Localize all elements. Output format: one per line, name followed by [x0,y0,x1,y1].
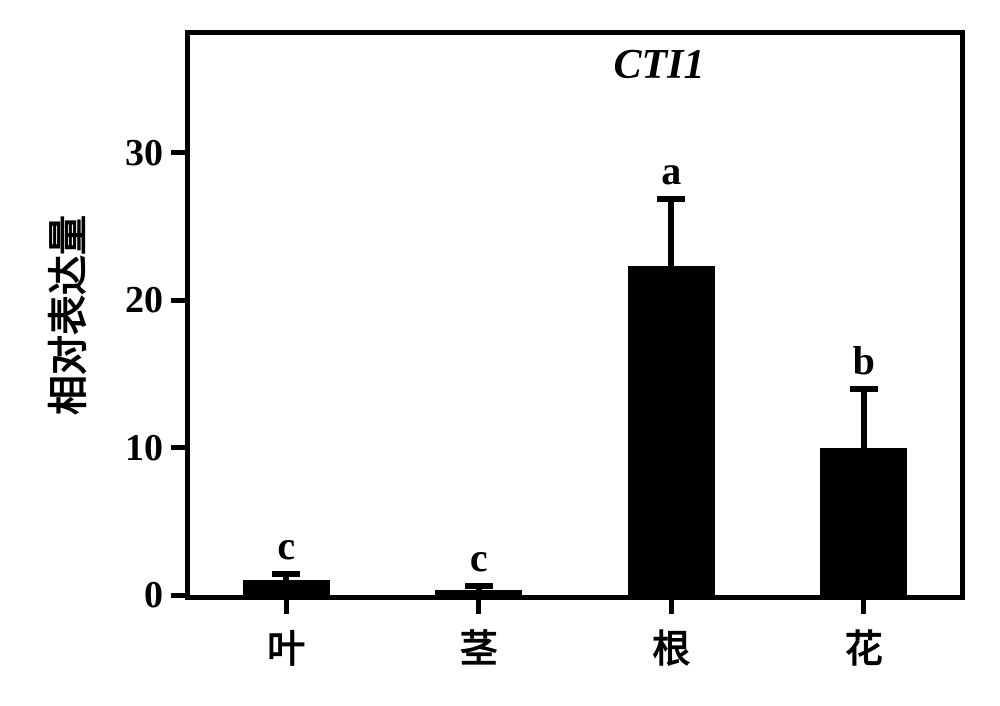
error-bar [668,199,674,267]
y-tick-label: 0 [144,573,163,617]
chart-title: CTI1 [614,41,705,89]
significance-label: c [277,522,295,569]
bar [628,266,715,595]
y-tick-mark [171,298,185,303]
bar-chart: 相对表达量 CTI1 0102030c叶c茎a根b花 [0,0,1000,706]
significance-label: a [661,147,681,194]
x-tick-label: 根 [652,618,690,673]
y-tick-mark [171,150,185,155]
bar [820,448,907,595]
y-axis-title: 相对表达量 [36,215,94,415]
error-cap [465,583,493,589]
significance-label: b [853,337,875,384]
significance-label: c [470,534,488,581]
x-tick-label: 茎 [460,618,498,673]
y-tick-label: 30 [125,131,163,175]
y-tick-label: 20 [125,278,163,322]
bar [435,590,522,595]
error-cap [272,571,300,577]
x-tick-label: 叶 [267,618,305,673]
y-tick-mark [171,593,185,598]
x-tick-label: 花 [845,618,883,673]
y-tick-mark [171,445,185,450]
x-tick-mark [669,600,674,614]
error-cap [657,196,685,202]
x-tick-mark [476,600,481,614]
x-tick-mark [284,600,289,614]
bar [243,580,330,595]
error-cap [850,386,878,392]
error-bar [861,389,867,448]
y-tick-label: 10 [125,426,163,470]
x-tick-mark [861,600,866,614]
